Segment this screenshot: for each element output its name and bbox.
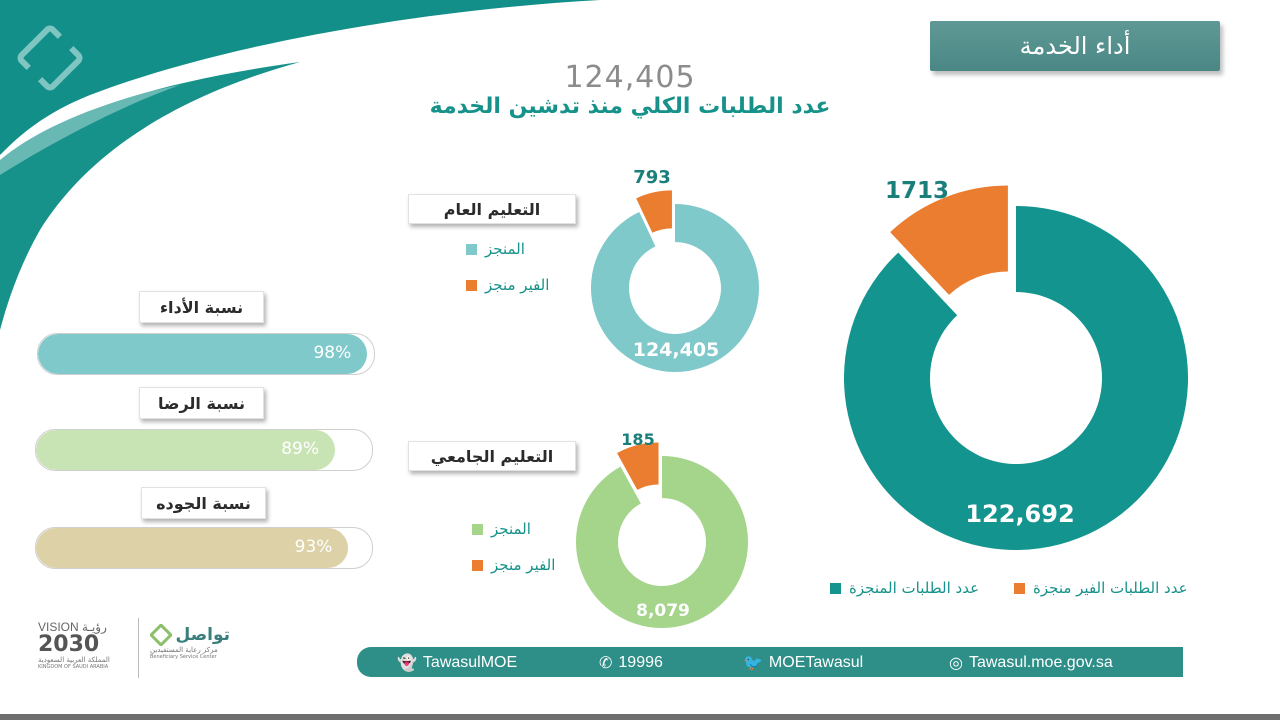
university-education-label: التعليم الجامعي [408, 441, 576, 471]
legend-swatch-done [830, 582, 841, 594]
quality-rate-label: نسبة الجوده [141, 487, 266, 519]
snapchat-icon: 👻 [397, 655, 417, 672]
bottom-border [0, 714, 1280, 720]
vision-year: 2030 [38, 632, 100, 657]
general-legend-done: المنجز [466, 240, 525, 258]
main-legend-not-done: عدد الطلبات الفير منجزة [1014, 579, 1188, 597]
donut-1-slice-1 [636, 190, 672, 233]
performance-rate-value: 98% [313, 343, 352, 363]
tawasul-mark-icon [150, 624, 172, 646]
legend-text-not-done: عدد الطلبات الفير منجزة [1033, 579, 1188, 597]
donut-2-value-label-1: 185 [621, 430, 654, 449]
legend-text-done: المنجز [491, 520, 531, 538]
university-legend-not-done: الفير منجز [472, 556, 555, 574]
snapchat-contact[interactable]: 👻 TawasulMOE [397, 653, 517, 673]
general-legend-not-done: الفير منجز [466, 276, 549, 294]
tawasul-sub-en: Beneficiary Service Center [150, 654, 217, 660]
twitter-contact[interactable]: 🐦 MOETawasul [743, 653, 863, 673]
satisfaction-rate-fill: 89% [36, 430, 336, 470]
legend-text-not-done: الفير منجز [491, 556, 556, 574]
satisfaction-rate-label: نسبة الرضا [139, 387, 264, 419]
vision-sub-en: KINGDOM OF SAUDI ARABIA [38, 664, 109, 670]
total-requests-value: 124,405 [564, 60, 696, 95]
donut-2-slice-0 [576, 456, 748, 628]
background-swoosh [0, 0, 600, 330]
legend-swatch-done [472, 523, 483, 535]
donut-2-value-label-0: 8,079 [636, 601, 690, 621]
donut-1-value-label-1: 793 [633, 167, 671, 188]
quality-rate-fill: 93% [36, 528, 349, 568]
donut-0-value-label-0: 122,692 [965, 500, 1074, 528]
vision-2030-logo: VISION رؤيـة 2030 المملكة العربية السعود… [38, 620, 128, 680]
donut-0-value-label-1: 1713 [885, 178, 949, 204]
twitter-icon: 🐦 [743, 655, 763, 672]
performance-rate-label: نسبة الأداء [139, 291, 264, 323]
donut-1-value-label-0: 124,405 [633, 339, 720, 361]
tawasul-sub-ar: مركز رعاية المستفيدين [150, 646, 218, 654]
phone-icon: ✆ [599, 655, 613, 672]
phone-contact[interactable]: ✆ 19996 [599, 653, 663, 673]
tawasul-name: تواصل [175, 625, 230, 645]
legend-swatch-not-done [472, 559, 483, 571]
twitter-handle: MOETawasul [768, 654, 864, 671]
performance-rate-bar: 98% [37, 333, 375, 375]
main-legend-done: عدد الطلبات المنجزة [830, 579, 979, 597]
logo-divider [138, 618, 139, 678]
general-education-label: التعليم العام [408, 194, 576, 224]
globe-icon: ◎ [949, 655, 963, 672]
vision-text: VISION رؤيـة [38, 620, 107, 634]
brand-mark-icon [17, 25, 83, 91]
total-requests-label: عدد الطلبات الكلي منذ تدشين الخدمة [429, 94, 831, 119]
legend-swatch-not-done [466, 279, 477, 291]
donut-0-slice-0 [844, 206, 1188, 550]
legend-text-done: عدد الطلبات المنجزة [849, 579, 980, 597]
legend-text-not-done: الفير منجز [485, 276, 550, 294]
donut-0-slice-1 [890, 185, 1008, 295]
contact-footer: 👻 TawasulMOE ✆ 19996 🐦 MOETawasul ◎ Tawa… [357, 647, 1183, 677]
phone-number: 19996 [618, 654, 663, 671]
donut-1-slice-0 [591, 204, 760, 372]
quality-rate-value: 93% [294, 537, 333, 557]
university-legend-done: المنجز [472, 520, 531, 538]
snapchat-handle: TawasulMOE [422, 654, 518, 671]
website-url: Tawasul.moe.gov.sa [968, 654, 1113, 671]
website-contact[interactable]: ◎ Tawasul.moe.gov.sa [949, 653, 1113, 673]
tawasul-logo: تواصل مركز رعاية المستفيدين Beneficiary … [150, 624, 230, 674]
legend-swatch-done [466, 243, 477, 255]
satisfaction-rate-bar: 89% [35, 429, 373, 471]
performance-rate-fill: 98% [38, 334, 368, 374]
vision-sub-ar: المملكة العربية السعودية [38, 656, 110, 664]
satisfaction-rate-value: 89% [281, 439, 320, 459]
legend-text-done: المنجز [485, 240, 525, 258]
donut-2-slice-1 [617, 442, 659, 490]
legend-swatch-not-done [1014, 582, 1025, 594]
page-title: أداء الخدمة [930, 21, 1220, 71]
quality-rate-bar: 93% [35, 527, 373, 569]
